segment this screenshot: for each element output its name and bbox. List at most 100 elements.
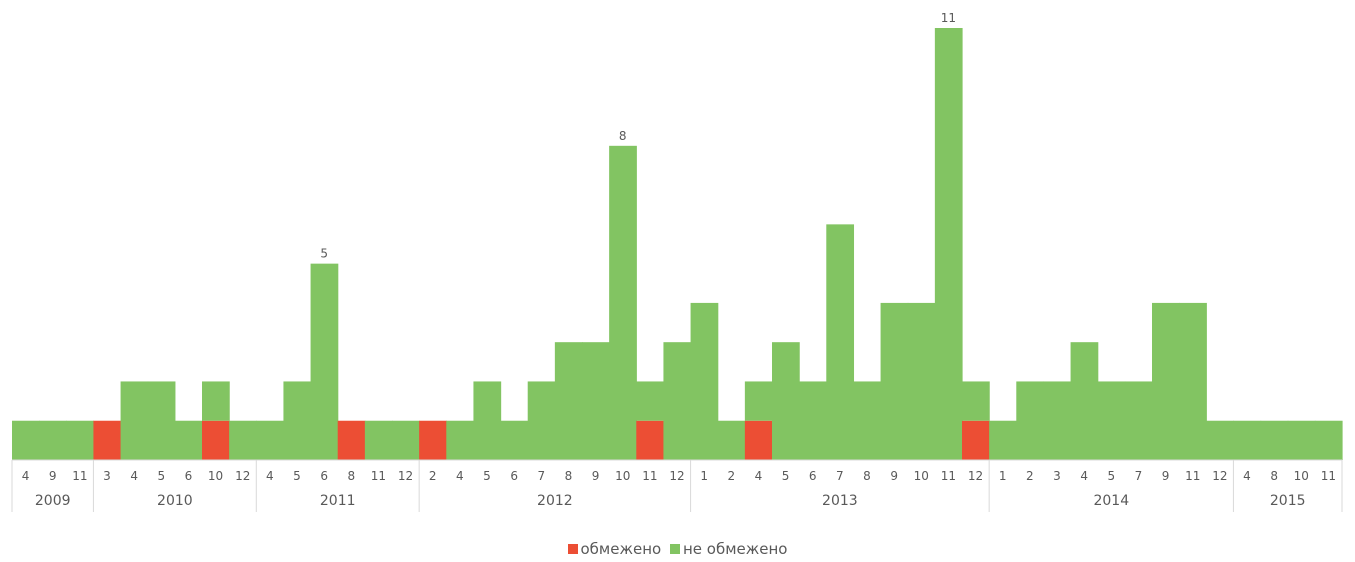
month-tick-label-47: 10: [1294, 469, 1309, 483]
month-tick-label-45: 4: [1243, 469, 1251, 483]
year-label-2011: 2011: [320, 493, 356, 509]
month-tick-label-29: 6: [809, 469, 817, 483]
month-tick-label-26: 2: [727, 469, 735, 483]
month-tick-label-1: 9: [49, 469, 57, 483]
bar-restricted-23: [636, 420, 665, 460]
bar-unrestricted-45: [1233, 420, 1262, 460]
bar-unrestricted-30: [826, 224, 855, 460]
bar-restricted-12: [337, 420, 366, 460]
month-tick-label-4: 4: [130, 469, 138, 483]
legend: обмежено не обмежено: [0, 540, 1355, 558]
bar-unrestricted-27: [744, 381, 773, 421]
month-tick-label-19: 7: [537, 469, 545, 483]
data-labels-layer: 5 8 11: [320, 11, 956, 261]
month-tick-label-23: 11: [642, 469, 657, 483]
legend-label-restricted: обмежено: [580, 540, 662, 558]
month-tick-label-2: 11: [72, 469, 87, 483]
month-tick-label-41: 7: [1135, 469, 1143, 483]
bar-unrestricted-23: [636, 381, 665, 421]
month-tick-label-44: 12: [1212, 469, 1227, 483]
bar-unrestricted-43: [1179, 302, 1207, 460]
month-tick-label-31: 8: [863, 469, 871, 483]
month-tick-label-12: 8: [347, 469, 355, 483]
bar-unrestricted-29: [799, 381, 827, 460]
data-label-11: 5: [320, 247, 328, 261]
month-tick-label-18: 6: [510, 469, 518, 483]
data-label-34: 11: [941, 11, 956, 25]
bar-unrestricted-13: [364, 420, 393, 460]
bar-unrestricted-28: [772, 342, 800, 460]
bar-unrestricted-9: [256, 420, 285, 460]
bar-unrestricted-20: [554, 342, 583, 460]
bar-unrestricted-8: [229, 420, 257, 460]
bar-unrestricted-44: [1206, 420, 1235, 460]
month-tick-label-15: 2: [429, 469, 437, 483]
bar-unrestricted-0: [12, 420, 40, 460]
bar-unrestricted-35: [962, 381, 990, 421]
bar-unrestricted-38: [1043, 381, 1072, 460]
month-tick-label-33: 10: [914, 469, 929, 483]
month-tick-label-8: 12: [235, 469, 250, 483]
bar-unrestricted-34: [934, 28, 963, 460]
bar-unrestricted-14: [392, 420, 420, 460]
x-axis: 4 9 11 3 4 5 6 10 12 4 5 6 8 11 12 2 4 5 6 7 8 9 10 11 12 1 2 4 5 6 7 8…: [11, 459, 1343, 512]
bar-unrestricted-16: [446, 420, 475, 460]
month-tick-label-30: 7: [836, 469, 844, 483]
bar-unrestricted-7: [202, 381, 230, 421]
bar-unrestricted-48: [1314, 420, 1343, 460]
bar-unrestricted-42: [1152, 302, 1180, 460]
month-tick-label-13: 11: [371, 469, 386, 483]
year-label-2010: 2010: [157, 493, 193, 509]
month-tick-label-43: 11: [1185, 469, 1200, 483]
bars-layer: [12, 28, 1343, 460]
bar-unrestricted-39: [1070, 342, 1099, 460]
year-label-2014: 2014: [1093, 493, 1129, 509]
bar-unrestricted-22: [609, 145, 637, 460]
month-tick-label-14: 12: [398, 469, 413, 483]
month-tick-label-39: 4: [1080, 469, 1088, 483]
bar-unrestricted-36: [989, 420, 1017, 460]
bar-unrestricted-4: [120, 381, 149, 460]
month-tick-label-24: 12: [669, 469, 684, 483]
bar-unrestricted-1: [39, 420, 67, 460]
bar-unrestricted-46: [1260, 420, 1289, 460]
data-label-22: 8: [619, 129, 627, 143]
bar-restricted-3: [93, 420, 122, 460]
month-tick-label-20: 8: [565, 469, 573, 483]
month-tick-label-10: 5: [293, 469, 301, 483]
bar-restricted-27: [744, 420, 773, 460]
bar-unrestricted-32: [880, 302, 909, 460]
month-tick-label-48: 11: [1321, 469, 1336, 483]
bar-unrestricted-40: [1097, 381, 1126, 460]
month-tick-label-25: 1: [700, 469, 708, 483]
bar-unrestricted-17: [473, 381, 502, 460]
month-tick-label-42: 9: [1162, 469, 1170, 483]
year-label-2012: 2012: [537, 493, 573, 509]
bar-unrestricted-47: [1287, 420, 1316, 460]
legend-swatch-restricted: [567, 544, 578, 554]
year-label-2009: 2009: [35, 493, 71, 509]
month-tick-label-0: 4: [22, 469, 30, 483]
month-tick-label-5: 5: [157, 469, 165, 483]
month-tick-label-36: 1: [999, 469, 1007, 483]
bar-unrestricted-41: [1124, 381, 1153, 460]
bar-unrestricted-25: [690, 302, 719, 460]
month-tick-label-35: 12: [968, 469, 983, 483]
bar-unrestricted-31: [853, 381, 882, 460]
month-tick-label-3: 3: [103, 469, 111, 483]
month-tick-label-9: 4: [266, 469, 274, 483]
bar-unrestricted-37: [1016, 381, 1045, 460]
bar-unrestricted-18: [500, 420, 529, 460]
month-tick-label-27: 4: [755, 469, 763, 483]
bar-unrestricted-5: [147, 381, 176, 460]
legend-item-restricted: обмежено: [567, 540, 662, 558]
month-tick-label-40: 5: [1107, 469, 1115, 483]
legend-item-unrestricted: не обмежено: [669, 540, 788, 558]
bar-unrestricted-2: [66, 420, 95, 460]
month-tick-label-7: 10: [208, 469, 223, 483]
bar-unrestricted-19: [527, 381, 556, 460]
bar-unrestricted-11: [310, 263, 339, 460]
month-tick-label-34: 11: [941, 469, 956, 483]
bar-restricted-7: [202, 420, 230, 460]
